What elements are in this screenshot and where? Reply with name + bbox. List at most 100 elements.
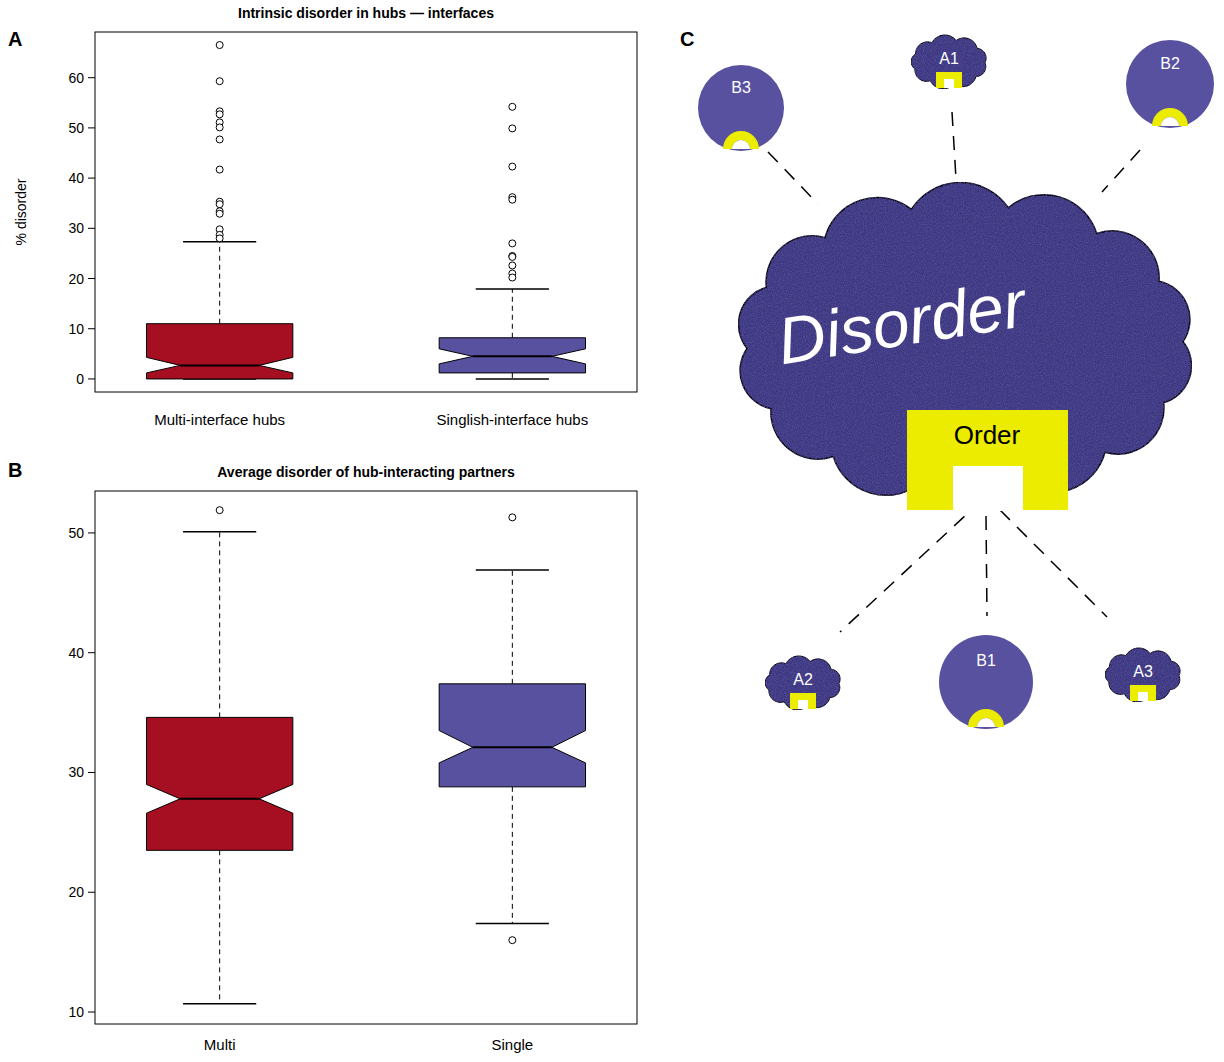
node-label: A2 xyxy=(793,671,813,688)
y-tick xyxy=(88,127,95,128)
y-axis-title: % disorder xyxy=(13,178,29,245)
disordered-partner xyxy=(911,35,986,89)
boxes xyxy=(146,507,585,1004)
outlier xyxy=(216,235,223,242)
y-tick xyxy=(88,652,95,653)
node: B3 xyxy=(698,65,784,151)
node: A3 xyxy=(1105,648,1180,702)
box xyxy=(146,717,292,850)
median xyxy=(180,364,259,366)
outlier xyxy=(216,111,223,118)
outlier xyxy=(216,210,223,217)
box xyxy=(439,338,585,373)
link xyxy=(986,516,987,616)
median xyxy=(473,746,552,748)
outlier xyxy=(509,514,516,521)
binding-pocket xyxy=(798,700,808,709)
upper-whisker xyxy=(512,289,513,338)
node-label: B1 xyxy=(976,652,996,669)
binding-site xyxy=(723,131,759,149)
disordered-partner xyxy=(1105,648,1180,702)
disordered-partner xyxy=(765,656,840,710)
outlier xyxy=(509,125,516,132)
outlier xyxy=(509,196,516,203)
link xyxy=(1000,510,1107,617)
y-tick-label: 0 xyxy=(76,371,84,387)
chart-title: Average disorder of hub-interacting part… xyxy=(217,464,515,480)
binding-site xyxy=(936,72,962,88)
outlier xyxy=(216,124,223,131)
panel-a: A Intrinsic disorder in hubs — interfaces… xyxy=(8,5,637,428)
y-tick xyxy=(88,378,95,379)
link xyxy=(1102,150,1140,192)
y-tick xyxy=(88,328,95,329)
globular-partner xyxy=(698,65,784,151)
outlier xyxy=(509,253,516,260)
y-tick xyxy=(88,77,95,78)
outlier xyxy=(509,937,516,944)
outlier xyxy=(216,78,223,85)
x-tick-label: Multi-interface hubs xyxy=(154,411,285,428)
lower-whisker xyxy=(219,850,220,1003)
y-tick xyxy=(88,178,95,179)
binding-pocket xyxy=(977,718,995,727)
x-tick-label: Single xyxy=(491,1036,533,1053)
binding-site xyxy=(1152,108,1188,126)
figure: A Intrinsic disorder in hubs — interfaces… xyxy=(0,0,1224,1062)
binding-pocket xyxy=(732,140,750,149)
outlier xyxy=(509,262,516,269)
order-site xyxy=(953,466,1023,511)
panel-letter: A xyxy=(8,28,22,50)
x-tick-label: Multi xyxy=(204,1036,236,1053)
lower-cap xyxy=(476,923,549,925)
y-tick xyxy=(88,532,95,533)
link xyxy=(840,500,982,632)
panel-letter: B xyxy=(8,459,22,481)
y-tick-label: 10 xyxy=(68,1004,84,1020)
y-tick-label: 50 xyxy=(68,120,84,136)
y-tick-label: 50 xyxy=(68,525,84,541)
node: A2 xyxy=(765,656,840,710)
order-region xyxy=(907,410,1068,510)
binding-pocket xyxy=(944,79,954,88)
node: B1 xyxy=(939,635,1033,729)
y-tick xyxy=(88,278,95,279)
node-label: B2 xyxy=(1160,55,1180,72)
upper-whisker xyxy=(512,570,513,684)
lower-cap xyxy=(183,1003,256,1005)
upper-whisker xyxy=(219,242,220,324)
node-label: B3 xyxy=(731,79,751,96)
y-tick-label: 20 xyxy=(68,271,84,287)
plot-frame xyxy=(95,491,637,1024)
outlier xyxy=(216,166,223,173)
upper-whisker xyxy=(219,532,220,718)
outlier xyxy=(509,103,516,110)
panel-letter: C xyxy=(680,28,694,50)
y-tick-label: 30 xyxy=(68,220,84,236)
box xyxy=(439,684,585,787)
upper-cap xyxy=(476,569,549,571)
y-tick xyxy=(88,892,95,893)
outlier xyxy=(509,274,516,281)
chart-title: Intrinsic disorder in hubs — interfaces xyxy=(238,5,494,21)
box xyxy=(146,324,292,379)
outlier xyxy=(216,42,223,49)
lower-whisker xyxy=(512,787,513,924)
panel-c: CDisorderOrderB3A1B2A2B1A3 xyxy=(680,28,1214,729)
y-tick-label: 30 xyxy=(68,764,84,780)
binding-pocket xyxy=(1138,692,1148,701)
globular-partner xyxy=(1126,40,1214,128)
median xyxy=(473,355,552,357)
y-tick-label: 20 xyxy=(68,884,84,900)
disorder-label: Disorder xyxy=(772,266,1033,379)
median xyxy=(180,798,259,800)
plot-frame xyxy=(95,32,637,392)
binding-site xyxy=(968,709,1004,727)
y-tick-label: 10 xyxy=(68,321,84,337)
outlier xyxy=(216,201,223,208)
y-tick-label: 40 xyxy=(68,170,84,186)
node: B2 xyxy=(1126,40,1214,128)
binding-pocket xyxy=(1161,117,1179,126)
upper-cap xyxy=(183,531,256,533)
outlier xyxy=(216,507,223,514)
